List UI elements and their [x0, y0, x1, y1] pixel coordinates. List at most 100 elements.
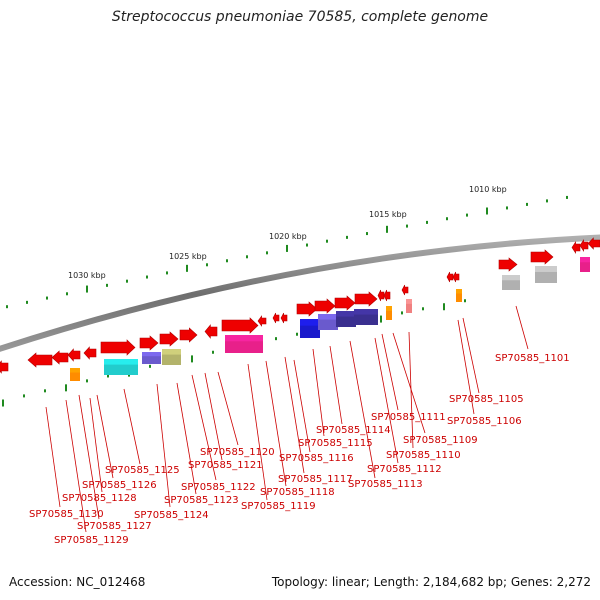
- feature-block-highlight: [456, 289, 462, 294]
- locus-label: SP70585_1128: [62, 493, 137, 504]
- leader-line: [78, 394, 100, 520]
- feature-block: [336, 311, 356, 327]
- feature-block: [354, 309, 378, 325]
- feature-block: [502, 275, 520, 290]
- feature-block-highlight: [580, 257, 590, 263]
- leader-line: [89, 397, 103, 493]
- locus-label: SP70585_1121: [188, 460, 263, 471]
- scale-tick-marks: [6, 195, 568, 309]
- lower-tick: [443, 303, 445, 311]
- scale-ticks: 1030 kbp 1025 kbp 1020 kbp 1015 kbp 1010…: [68, 185, 507, 280]
- feature-block: [318, 314, 338, 330]
- locus-labels: SP70585_1101 SP70585_1105 SP70585_1106 S…: [29, 353, 570, 546]
- leader-line: [329, 345, 343, 425]
- gene-arrow: [498, 257, 518, 272]
- leader-line: [176, 382, 197, 495]
- gene-arrow: [100, 339, 136, 356]
- locus-label: SP70585_1122: [181, 482, 256, 493]
- scale-tick: [386, 225, 388, 233]
- scale-tick: [146, 275, 148, 279]
- gene-arrow: [530, 249, 554, 265]
- gene-arrow: [272, 312, 280, 324]
- feature-block: [406, 299, 412, 313]
- scale-tick: [546, 199, 548, 203]
- gene-arrow: [296, 301, 318, 317]
- tick-label-1015: 1015 kbp: [369, 210, 407, 219]
- feature-block-body: [70, 368, 80, 381]
- accession-text: Accession: NC_012468: [9, 575, 146, 589]
- lower-tick: [107, 374, 109, 378]
- scale-tick: [306, 243, 308, 247]
- tick-label-1030: 1030 kbp: [68, 271, 106, 280]
- leader-line: [156, 383, 171, 508]
- scale-tick: [486, 207, 488, 215]
- feature-block-body: [406, 299, 412, 313]
- gene-arrow: [383, 289, 391, 302]
- leader-line: [284, 356, 305, 474]
- leader-line: [457, 319, 475, 415]
- locus-label: SP70585_1123: [164, 495, 239, 506]
- feature-block-highlight: [406, 299, 412, 304]
- locus-label: SP70585_1119: [241, 501, 316, 512]
- gene-arrow: [571, 240, 581, 255]
- locus-label: SP70585_1124: [134, 510, 209, 521]
- scale-tick: [526, 202, 528, 206]
- scale-tick: [166, 271, 168, 275]
- leader-line: [381, 333, 399, 411]
- locus-label: SP70585_1115: [298, 438, 373, 449]
- gene-arrow: [221, 317, 259, 334]
- feature-block-highlight: [535, 266, 557, 272]
- locus-label: SP70585_1101: [495, 353, 570, 364]
- feature-block-highlight: [104, 359, 138, 365]
- gene-arrow: [0, 360, 9, 374]
- feature-block-highlight: [70, 368, 80, 373]
- gene-arrow: [83, 346, 97, 360]
- gene-arrow: [280, 312, 288, 324]
- gene-features[interactable]: [0, 237, 600, 381]
- scale-tick: [286, 244, 288, 252]
- gene-arrow: [401, 284, 409, 296]
- locus-label: SP70585_1106: [447, 416, 522, 427]
- leader-line: [65, 399, 87, 533]
- locus-label: SP70585_1109: [403, 435, 478, 446]
- locus-label: SP70585_1126: [82, 480, 157, 491]
- feature-block: [70, 368, 80, 381]
- lower-tick: [44, 389, 46, 393]
- scale-tick: [506, 206, 508, 210]
- feature-block: [580, 257, 590, 272]
- locus-label: SP70585_1125: [105, 465, 180, 476]
- gene-arrow: [446, 271, 454, 283]
- gene-arrow: [139, 335, 159, 351]
- leader-line: [462, 317, 480, 394]
- leader-line: [217, 371, 239, 446]
- gene-arrow: [179, 327, 198, 343]
- locus-label: SP70585_1113: [348, 479, 423, 490]
- lower-tick: [296, 332, 298, 336]
- scale-tick: [406, 224, 408, 228]
- locus-label: SP70585_1114: [316, 425, 391, 436]
- lower-tick: [275, 337, 277, 341]
- leader-line: [45, 406, 61, 508]
- scale-tick: [206, 263, 208, 267]
- leader-line: [293, 359, 311, 453]
- feature-block-highlight: [300, 319, 320, 326]
- scale-tick: [426, 220, 428, 224]
- gene-arrow: [51, 350, 69, 365]
- scale-tick: [266, 251, 268, 255]
- gene-arrow: [377, 289, 385, 302]
- scale-tick: [126, 279, 128, 283]
- locus-label: SP70585_1117: [278, 474, 353, 485]
- scale-tick: [446, 217, 448, 221]
- feature-block: [386, 306, 392, 320]
- locus-label: SP70585_1116: [279, 453, 354, 464]
- locus-label: SP70585_1120: [200, 447, 275, 458]
- gene-arrow: [159, 331, 179, 347]
- feature-block-highlight: [502, 275, 520, 281]
- feature-block-highlight: [225, 335, 263, 342]
- gene-arrow: [67, 348, 81, 362]
- feature-block: [456, 289, 462, 302]
- scale-tick: [6, 305, 8, 309]
- feature-block-highlight: [386, 306, 392, 311]
- gene-arrow: [257, 315, 267, 327]
